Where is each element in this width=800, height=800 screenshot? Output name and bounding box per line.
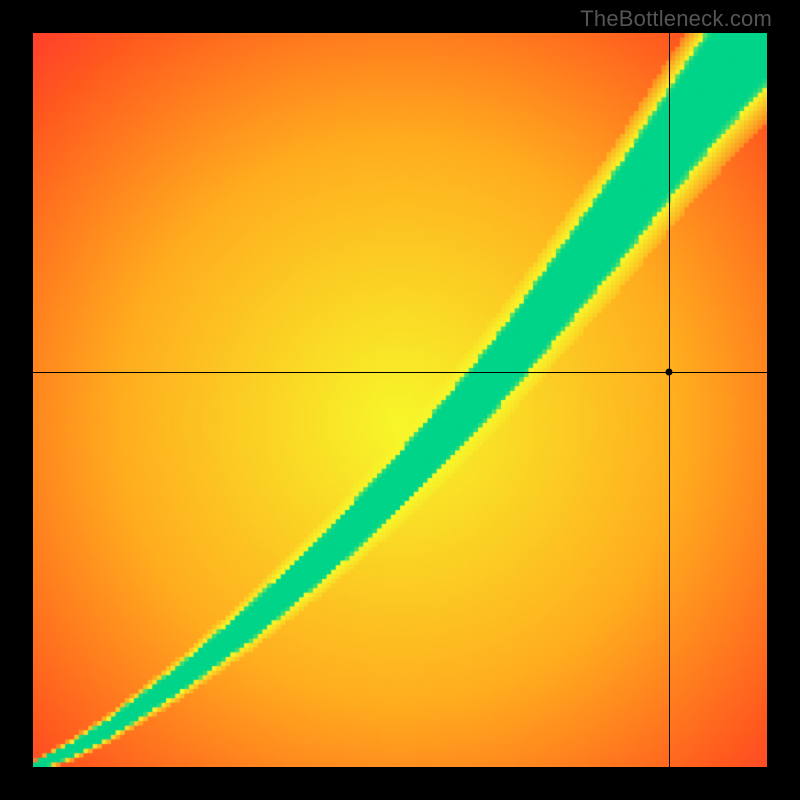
- crosshair-vertical: [669, 33, 670, 767]
- bottleneck-heatmap: [33, 33, 767, 767]
- heatmap-frame: [33, 33, 767, 767]
- crosshair-horizontal: [33, 372, 767, 373]
- crosshair-point: [666, 369, 673, 376]
- watermark-text: TheBottleneck.com: [580, 6, 772, 32]
